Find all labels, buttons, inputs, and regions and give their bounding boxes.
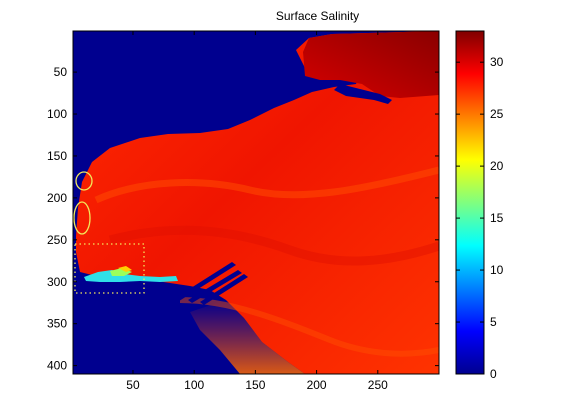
sea-body bbox=[76, 31, 439, 374]
southern-band bbox=[190, 300, 305, 374]
x-tick-label: 150 bbox=[245, 378, 265, 392]
colorbar-tick-label: 20 bbox=[490, 159, 504, 173]
x-tick-label: 250 bbox=[368, 378, 388, 392]
y-tick-label: 350 bbox=[47, 317, 67, 331]
upper-basin bbox=[303, 31, 439, 98]
colorbar bbox=[455, 30, 485, 375]
colorbar-tick-label: 5 bbox=[490, 315, 497, 329]
y-tick-label: 400 bbox=[47, 359, 67, 373]
annotation-ellipse-2 bbox=[73, 201, 91, 235]
colorbar-tick-label: 25 bbox=[490, 107, 504, 121]
contour-1 bbox=[94, 166, 439, 204]
contour-3 bbox=[179, 297, 439, 357]
x-tick-label: 50 bbox=[126, 378, 140, 392]
chart-title: Surface Salinity bbox=[275, 9, 360, 23]
estuary-warm bbox=[118, 266, 132, 272]
y-tick-label: 200 bbox=[47, 191, 67, 205]
colorbar-tick-label: 30 bbox=[490, 55, 504, 69]
x-tick-label: 200 bbox=[307, 378, 327, 392]
y-tick-label: 50 bbox=[54, 65, 68, 79]
colorbar-axis: 0 5 10 15 20 25 30 bbox=[456, 55, 504, 381]
jetty-2 bbox=[188, 270, 242, 303]
y-tick-label: 100 bbox=[47, 107, 67, 121]
y-tick-label: 150 bbox=[47, 149, 67, 163]
contour-2 bbox=[108, 225, 439, 266]
annotation-dotted-box bbox=[74, 243, 145, 294]
upper-channel bbox=[334, 84, 392, 104]
colorbar-tick-label: 0 bbox=[490, 367, 497, 381]
y-tick-label: 250 bbox=[47, 233, 67, 247]
colorbar-tick-label: 10 bbox=[490, 263, 504, 277]
colorbar-tick-label: 15 bbox=[490, 211, 504, 225]
y-tick-label: 300 bbox=[47, 275, 67, 289]
y-axis: 50 100 150 200 250 300 350 400 bbox=[47, 65, 439, 373]
annotation-ellipse-1 bbox=[75, 171, 93, 191]
x-tick-label: 100 bbox=[184, 378, 204, 392]
x-axis: 50 100 150 200 250 bbox=[126, 31, 388, 392]
plot-frame bbox=[72, 30, 440, 375]
jetty-3 bbox=[200, 274, 248, 305]
jetty-1 bbox=[172, 262, 236, 303]
estuary-plume bbox=[84, 270, 178, 282]
